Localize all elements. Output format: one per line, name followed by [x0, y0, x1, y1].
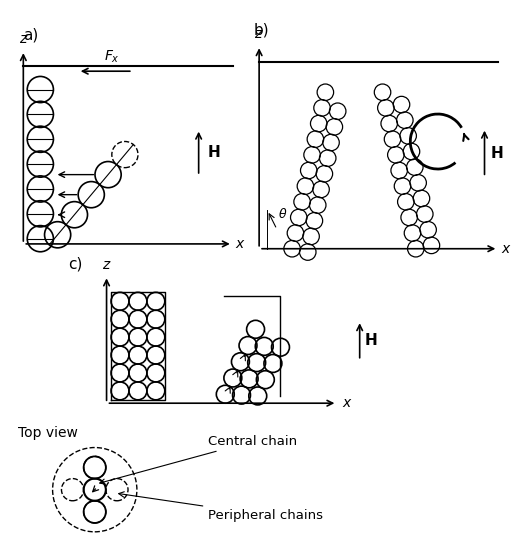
Text: $x$: $x$	[236, 237, 246, 251]
Text: $x$: $x$	[501, 242, 511, 256]
Text: $\mathbf{H}$: $\mathbf{H}$	[364, 333, 377, 348]
Text: $\mathbf{H}$: $\mathbf{H}$	[206, 144, 220, 160]
Text: $\mathbf{H}$: $\mathbf{H}$	[490, 144, 503, 161]
Text: $x$: $x$	[342, 396, 352, 410]
Text: c): c)	[69, 256, 83, 271]
Text: $z$: $z$	[102, 258, 111, 272]
Text: a): a)	[24, 27, 38, 43]
Text: b): b)	[253, 22, 269, 37]
Text: Peripheral chains: Peripheral chains	[119, 492, 323, 522]
Text: $\theta$: $\theta$	[278, 208, 287, 222]
Text: Top view: Top view	[18, 426, 78, 440]
Text: $F_x$: $F_x$	[104, 48, 120, 64]
Text: $z$: $z$	[18, 32, 28, 46]
Text: Central chain: Central chain	[100, 435, 297, 484]
Text: $z$: $z$	[254, 27, 264, 41]
